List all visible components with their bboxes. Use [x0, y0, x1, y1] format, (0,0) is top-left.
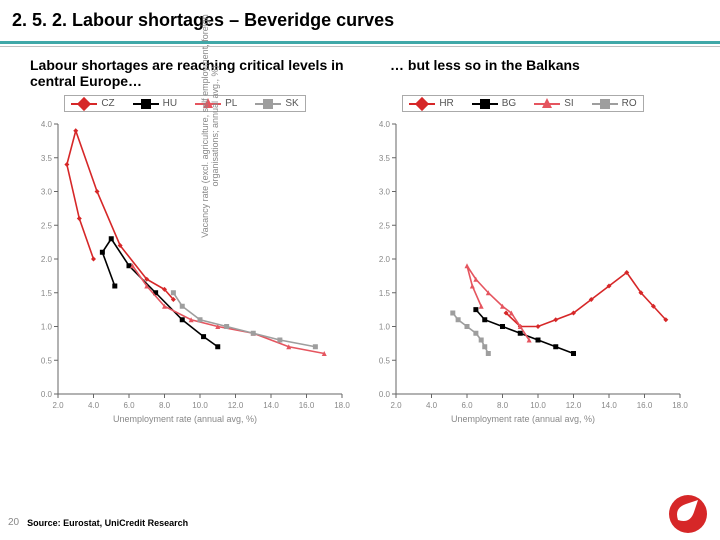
- svg-text:8.0: 8.0: [497, 401, 509, 410]
- legend-label: HU: [163, 98, 177, 109]
- svg-text:16.0: 16.0: [299, 401, 315, 410]
- svg-text:0.0: 0.0: [41, 390, 53, 399]
- divider-thin: [0, 46, 720, 47]
- svg-text:10.0: 10.0: [530, 401, 546, 410]
- svg-text:4.0: 4.0: [379, 120, 391, 129]
- source-text: Source: Eurostat, UniCredit Research: [27, 518, 188, 528]
- svg-text:2.5: 2.5: [379, 221, 391, 230]
- svg-text:8.0: 8.0: [159, 401, 171, 410]
- svg-text:2.0: 2.0: [41, 255, 53, 264]
- divider-accent: [0, 41, 720, 44]
- svg-text:0.0: 0.0: [379, 390, 391, 399]
- plot-svg-left: 2.0 4.0 6.0 8.0 10.0 12.0 14.0 16.0 18.0 0.0 0.5 1.…: [20, 116, 350, 416]
- legend-item: HR: [409, 98, 453, 109]
- svg-text:12.0: 12.0: [228, 401, 244, 410]
- legend-item: SK: [255, 98, 298, 109]
- y-axis-label: Vacancy rate (excl. agriculture, self em…: [200, 0, 220, 266]
- svg-text:0.5: 0.5: [379, 356, 391, 365]
- legend-item: BG: [472, 98, 516, 109]
- page-number: 20: [0, 517, 27, 528]
- svg-text:2.5: 2.5: [41, 221, 53, 230]
- svg-text:3.0: 3.0: [379, 188, 391, 197]
- legend-label: CZ: [101, 98, 114, 109]
- legend-item: SI: [534, 98, 573, 109]
- plot-svg-right: 2.0 4.0 6.0 8.0 10.0 12.0 14.0 16.0 18.0 0.0 0.5 1.…: [358, 116, 688, 416]
- chart-left: CZ HU PL SK Vacancy rate (excl. agriculture…: [20, 95, 350, 424]
- svg-text:2.0: 2.0: [390, 401, 402, 410]
- page-title: 2. 5. 2. Labour shortages – Beveridge cu…: [12, 10, 708, 31]
- legend-label: SK: [285, 98, 298, 109]
- svg-text:18.0: 18.0: [672, 401, 688, 410]
- svg-text:6.0: 6.0: [123, 401, 135, 410]
- legend-item: RO: [592, 98, 637, 109]
- svg-text:18.0: 18.0: [334, 401, 350, 410]
- plot-right: Vacancy rate (excl. agriculture, self em…: [358, 116, 688, 416]
- svg-text:1.0: 1.0: [41, 323, 53, 332]
- svg-text:2.0: 2.0: [379, 255, 391, 264]
- svg-text:1.0: 1.0: [379, 323, 391, 332]
- svg-text:16.0: 16.0: [637, 401, 653, 410]
- legend-label: RO: [622, 98, 637, 109]
- svg-text:3.5: 3.5: [379, 154, 391, 163]
- chart-right: HR BG SI RO Vacancy rate (excl. agriculture…: [358, 95, 688, 424]
- svg-text:1.5: 1.5: [41, 289, 53, 298]
- svg-text:0.5: 0.5: [41, 356, 53, 365]
- svg-text:14.0: 14.0: [263, 401, 279, 410]
- svg-text:1.5: 1.5: [379, 289, 391, 298]
- svg-text:14.0: 14.0: [601, 401, 617, 410]
- svg-text:3.0: 3.0: [41, 188, 53, 197]
- svg-text:10.0: 10.0: [192, 401, 208, 410]
- plot-left: Vacancy rate (excl. agriculture, self em…: [20, 116, 350, 416]
- svg-text:4.0: 4.0: [41, 120, 53, 129]
- legend-item: CZ: [71, 98, 114, 109]
- charts-row: CZ HU PL SK Vacancy rate (excl. agriculture…: [0, 89, 720, 424]
- brand-logo: [668, 494, 708, 534]
- legend-right: HR BG SI RO: [402, 95, 643, 112]
- svg-text:12.0: 12.0: [566, 401, 582, 410]
- legend-label: PL: [225, 98, 237, 109]
- svg-text:6.0: 6.0: [461, 401, 473, 410]
- svg-text:3.5: 3.5: [41, 154, 53, 163]
- legend-label: SI: [564, 98, 573, 109]
- legend-label: HR: [439, 98, 453, 109]
- legend-label: BG: [502, 98, 516, 109]
- legend-left: CZ HU PL SK: [64, 95, 305, 112]
- svg-text:4.0: 4.0: [426, 401, 438, 410]
- subtitle-right: … but less so in the Balkans: [370, 57, 690, 89]
- svg-text:4.0: 4.0: [88, 401, 100, 410]
- svg-text:2.0: 2.0: [52, 401, 64, 410]
- legend-item: HU: [133, 98, 177, 109]
